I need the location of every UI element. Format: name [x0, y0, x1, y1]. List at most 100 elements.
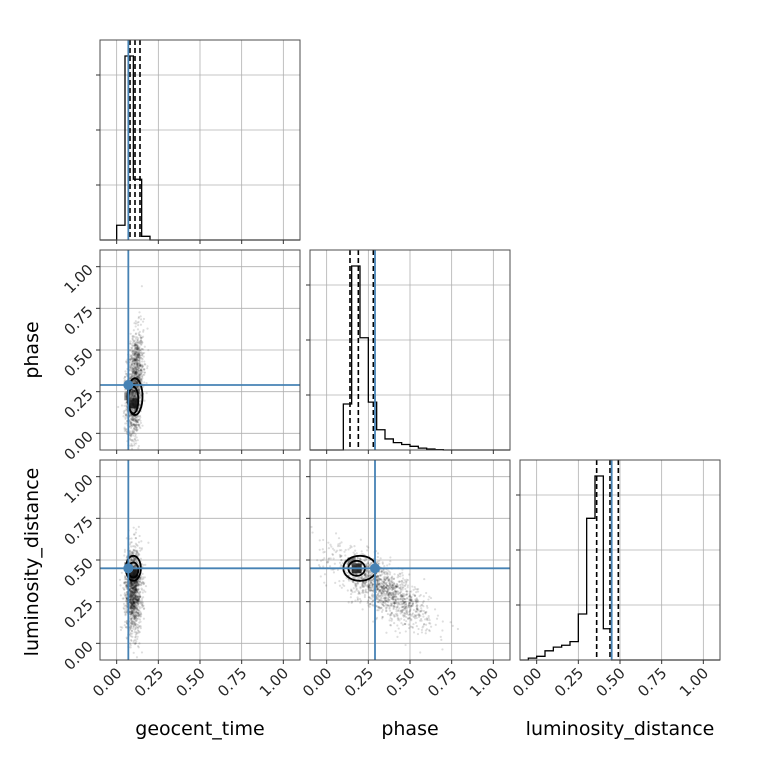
sample-point	[339, 555, 342, 559]
sample-point	[129, 349, 132, 352]
sample-point	[135, 367, 138, 371]
sample-point	[132, 350, 135, 353]
sample-point	[139, 342, 142, 345]
sample-point	[134, 390, 137, 393]
sample-point	[139, 369, 142, 372]
sample-point	[129, 434, 133, 437]
sample-point	[405, 620, 408, 623]
sample-point	[131, 430, 134, 433]
sample-point	[358, 557, 362, 560]
sample-point	[136, 359, 139, 362]
sample-point	[135, 343, 138, 346]
sample-point	[138, 396, 142, 399]
sample-point	[370, 562, 373, 565]
sample-point	[381, 615, 384, 619]
y-tick-label: 0.25	[60, 596, 96, 632]
sample-point	[408, 573, 411, 576]
sample-point	[132, 419, 135, 422]
sample-point	[136, 375, 140, 378]
sample-point	[139, 369, 142, 372]
sample-point	[124, 416, 127, 419]
sample-point	[132, 409, 136, 412]
sample-point	[133, 352, 136, 356]
sample-point	[133, 382, 136, 385]
sample-point	[403, 593, 406, 596]
sample-point	[135, 357, 138, 361]
sample-point	[136, 359, 139, 362]
sample-point	[146, 327, 149, 330]
sample-point	[137, 418, 141, 422]
sample-point	[135, 335, 138, 339]
sample-point	[376, 552, 380, 555]
sample-point	[135, 358, 138, 362]
sample-point	[132, 417, 135, 420]
sample-point	[131, 371, 134, 374]
x-tick-label: 0.50	[592, 664, 628, 700]
sample-point	[338, 584, 342, 587]
sample-point	[130, 423, 133, 427]
sample-point	[134, 371, 137, 374]
sample-point	[132, 548, 135, 552]
sample-point	[133, 428, 136, 431]
sample-point	[139, 364, 142, 367]
sample-point	[134, 342, 137, 345]
sample-point	[135, 341, 138, 344]
x-tick-label: 0.50	[172, 664, 208, 700]
sample-point	[400, 602, 404, 605]
sample-point	[415, 591, 418, 594]
sample-point	[132, 329, 135, 332]
sample-point	[134, 370, 137, 374]
sample-point	[364, 584, 367, 587]
sample-point	[134, 365, 137, 368]
sample-point	[141, 364, 144, 367]
x-tick-label: 0.75	[214, 664, 250, 700]
sample-point	[140, 341, 143, 344]
sample-point	[131, 336, 134, 339]
sample-point	[379, 607, 382, 610]
sample-point	[131, 353, 134, 356]
sample-point	[139, 364, 142, 367]
sample-point	[132, 354, 135, 357]
sample-point	[138, 371, 141, 374]
sample-point	[403, 618, 406, 621]
sample-point	[130, 355, 133, 358]
sample-point	[408, 609, 412, 612]
sample-point	[139, 368, 142, 371]
sample-point	[135, 420, 138, 423]
sample-point	[136, 363, 139, 366]
sample-point	[137, 353, 140, 356]
sample-point	[429, 625, 433, 628]
sample-point	[133, 335, 136, 339]
sample-point	[135, 366, 138, 369]
sample-point	[139, 610, 142, 613]
sample-point	[133, 344, 136, 347]
sample-point	[128, 419, 131, 422]
sample-point	[143, 360, 146, 363]
sample-point	[369, 574, 372, 577]
sample-point	[137, 371, 140, 374]
sample-point	[120, 571, 123, 574]
sample-point	[132, 551, 136, 554]
sample-point	[387, 593, 390, 597]
sample-point	[136, 382, 139, 385]
sample-point	[366, 562, 370, 565]
sample-point	[137, 354, 141, 357]
sample-point	[123, 588, 126, 591]
sample-point	[133, 389, 136, 393]
sample-point	[125, 429, 128, 432]
sample-point	[338, 561, 342, 564]
truth-marker	[370, 563, 380, 574]
sample-point	[134, 546, 137, 549]
sample-point	[133, 417, 136, 420]
sample-point	[132, 390, 135, 393]
sample-point	[132, 369, 135, 372]
sample-point	[141, 347, 144, 351]
sample-point	[137, 361, 140, 365]
sample-point	[396, 598, 400, 601]
sample-point	[131, 344, 135, 348]
sample-point	[137, 423, 140, 426]
sample-point	[136, 356, 139, 359]
sample-point	[420, 607, 423, 610]
x-tick-label: 0.00	[509, 664, 545, 700]
sample-point	[135, 364, 138, 368]
